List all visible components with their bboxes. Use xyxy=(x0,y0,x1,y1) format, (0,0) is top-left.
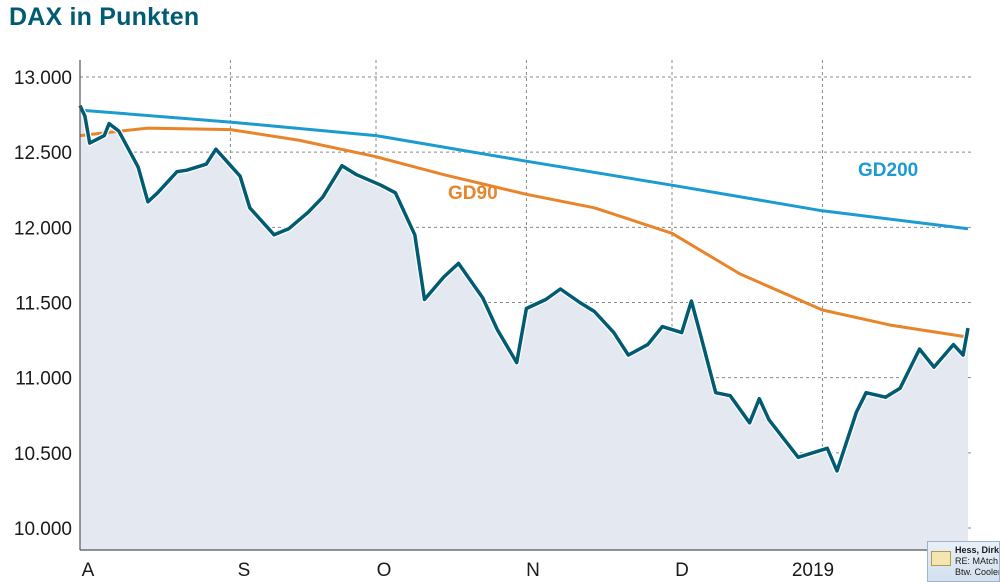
y-tick-label-4: 11.000 xyxy=(15,369,72,390)
x-tick-label-5: 2019 xyxy=(792,560,834,581)
mail-subject: RE: MAtch xyxy=(955,556,999,566)
y-tick-label-3: 11.500 xyxy=(15,294,72,315)
series-label-gd90: GD90 xyxy=(448,183,498,204)
mail-notification-text: Hess, Dirk RE: MAtch Btw. Cooler xyxy=(955,545,1000,578)
envelope-icon xyxy=(931,551,951,566)
chart-title: DAX in Punkten xyxy=(9,3,200,31)
series-labels: GD90 GD200 xyxy=(448,160,918,204)
mail-notification-popup[interactable]: Hess, Dirk RE: MAtch Btw. Cooler xyxy=(927,541,1000,582)
y-tick-label-0: 13.000 xyxy=(14,68,72,89)
series-line-gd90 xyxy=(79,126,969,339)
x-tick-label-3: N xyxy=(526,560,540,581)
x-tick-label-1: S xyxy=(238,560,251,581)
y-tick-label-1: 12.500 xyxy=(14,143,72,164)
series-label-gd200: GD200 xyxy=(858,160,918,181)
y-tick-label-5: 10.500 xyxy=(14,444,72,465)
axes xyxy=(79,60,973,551)
mail-sender: Hess, Dirk xyxy=(955,545,1000,555)
y-tick-label-6: 10.000 xyxy=(14,519,72,540)
series-line-gd200 xyxy=(79,108,969,231)
mail-preview: Btw. Cooler xyxy=(955,567,1000,577)
series-line-dax xyxy=(78,104,970,473)
y-tick-labels: 13.000 12.500 12.000 11.500 11.000 10.500 10.0… xyxy=(14,68,72,540)
x-tick-label-2: O xyxy=(377,560,392,581)
series-lines xyxy=(77,104,971,474)
x-tick-label-0: A xyxy=(82,560,95,581)
y-tick-label-2: 12.000 xyxy=(14,218,72,239)
x-tick-label-4: D xyxy=(675,560,689,581)
x-tick-labels: A S O N D 2019 xyxy=(82,560,834,581)
